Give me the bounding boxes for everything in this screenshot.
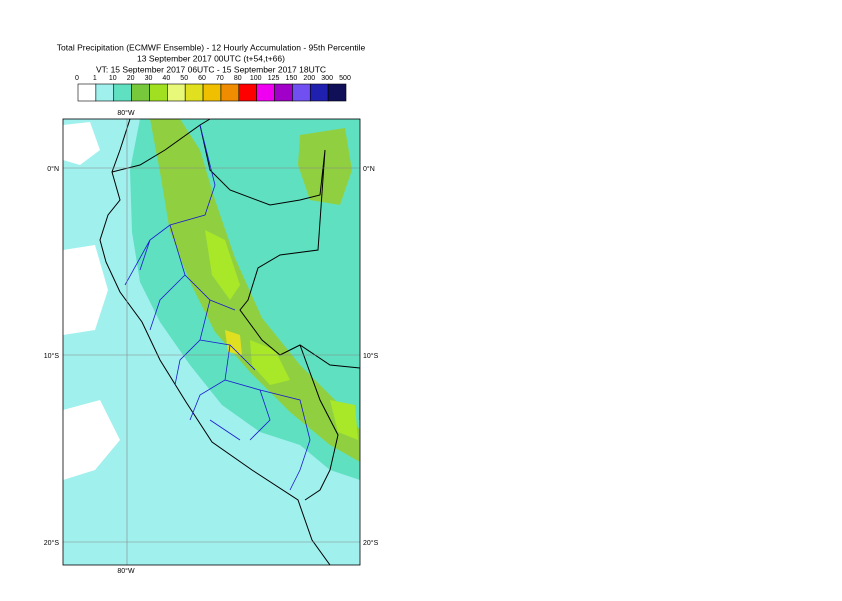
- region-border: [124, 124, 311, 491]
- dry-area: [63, 245, 108, 335]
- legend-label: 10: [109, 75, 117, 82]
- title: Total Precipitation (ECMWF Ensemble) - 1…: [57, 42, 366, 52]
- subtitle: 13 September 2017 00UTC (t+54,t+66): [137, 53, 285, 63]
- legend-swatch: [274, 83, 293, 102]
- legend-label: 50: [180, 75, 188, 82]
- legend-label: 150: [286, 75, 298, 82]
- lat-label: 0°N: [47, 165, 59, 173]
- legend-label: 60: [198, 75, 206, 82]
- lat-label: 0°N: [363, 165, 375, 173]
- legend-swatch: [202, 83, 222, 102]
- lat-label: 20°S: [44, 539, 60, 547]
- map-field: [63, 119, 360, 565]
- legend-swatch: [95, 83, 115, 102]
- legend-label: 125: [268, 75, 280, 82]
- legend-label: 500: [339, 75, 351, 82]
- legend-label: 70: [216, 75, 224, 82]
- lat-label: 20°S: [363, 539, 379, 547]
- legend-label: 300: [321, 75, 333, 82]
- legend-swatch: [220, 83, 240, 102]
- country-border: [111, 119, 360, 501]
- lon-label: 80°W: [117, 567, 135, 575]
- legend-swatch: [77, 83, 97, 102]
- coastline: [99, 119, 331, 565]
- legend-swatch: [131, 83, 150, 102]
- legend-label: 80: [234, 75, 242, 82]
- legend-label: 1: [93, 75, 97, 82]
- map-frame: [62, 118, 361, 566]
- legend-label: 20: [127, 75, 135, 82]
- legend-label: 30: [145, 75, 153, 82]
- legend-swatch: [238, 83, 257, 102]
- heavy-rain: [150, 119, 360, 462]
- legend-swatch: [167, 83, 186, 102]
- legend-swatch: [292, 83, 311, 102]
- legend-swatch: [113, 83, 132, 102]
- heavier-rain: [250, 340, 290, 385]
- geo-labels: 80°W 80°W 0°N 0°N 10°S 10°S 20°S 20°S: [44, 109, 379, 575]
- legend-label: 0: [75, 75, 79, 82]
- valid-time: VT: 15 September 2017 06UTC - 15 Septemb…: [96, 64, 326, 74]
- legend-swatch: [149, 83, 168, 102]
- heavier-rain: [205, 230, 240, 300]
- legend-label: 40: [162, 75, 170, 82]
- legend-swatch: [256, 83, 275, 102]
- legend-swatch: [309, 83, 329, 102]
- lat-label: 10°S: [44, 352, 60, 360]
- heavy-rain: [298, 128, 352, 205]
- dry-area: [63, 122, 100, 165]
- lon-label: 80°W: [117, 109, 135, 117]
- legend-swatch: [184, 83, 204, 102]
- lat-label: 10°S: [363, 352, 379, 360]
- legend-label: 200: [303, 75, 315, 82]
- dry-area: [63, 400, 120, 480]
- legend-label: 100: [250, 75, 262, 82]
- legend: 0 1 10 20 30 40 50 60 70 80 100 125 150 200 300 500: [75, 75, 351, 102]
- legend-swatch: [327, 83, 347, 102]
- heavier-rain: [330, 400, 358, 440]
